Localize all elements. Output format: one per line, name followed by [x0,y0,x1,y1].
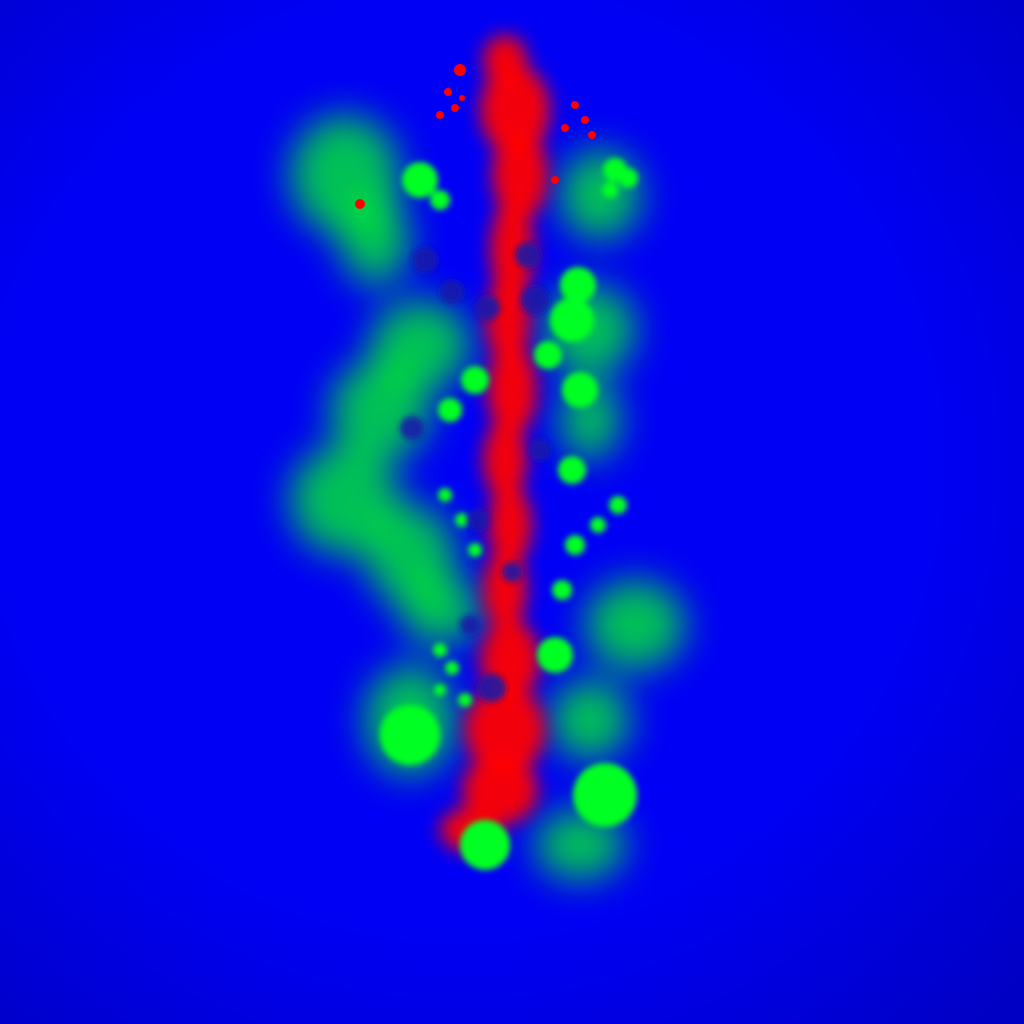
red-spine [440,35,550,852]
red-droplets [355,64,596,209]
green-bright-blobs [380,158,638,870]
dark-void-bubbles [400,242,551,702]
